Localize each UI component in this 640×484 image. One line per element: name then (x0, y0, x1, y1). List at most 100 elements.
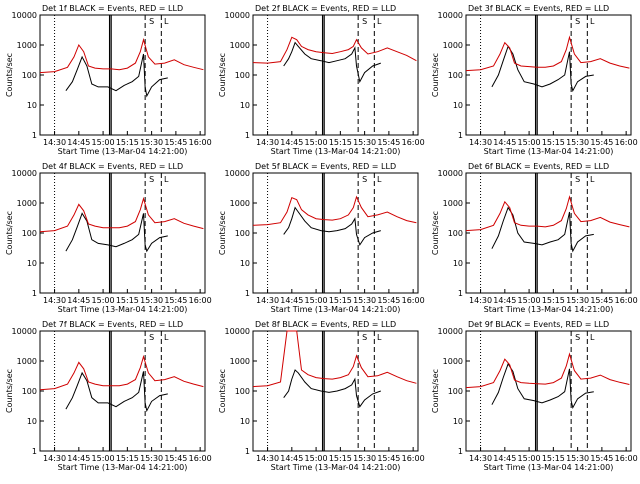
x-tick-label: 16:00 (615, 296, 638, 305)
x-tick-label: 14:45 (280, 138, 303, 147)
x-tick-label: 15:00 (518, 138, 541, 147)
y-axis-label: Counts/sec (431, 53, 440, 97)
x-tick-label: 14:30 (469, 138, 492, 147)
x-tick-label: 15:45 (377, 138, 400, 147)
events-series-line (283, 41, 381, 84)
y-tick-label: 100 (235, 387, 250, 396)
x-tick-label: 14:30 (43, 454, 66, 463)
marker-label: L (377, 175, 382, 184)
x-tick-label: 15:45 (377, 454, 400, 463)
x-tick-label: 15:15 (542, 138, 565, 147)
marker-label: L (164, 333, 169, 342)
x-tick-label: 16:00 (615, 138, 638, 147)
lld-series-line (252, 195, 417, 226)
y-tick-label: 10 (240, 259, 250, 268)
y-tick-label: 1 (458, 289, 463, 298)
x-tick-label: 15:45 (164, 138, 187, 147)
marker-label: S (149, 17, 154, 26)
y-tick-label: 10000 (225, 11, 250, 20)
y-axis-label: Counts/sec (218, 53, 227, 97)
plot-frame (39, 330, 206, 452)
y-tick-label: 1000 (230, 41, 250, 50)
y-tick-label: 10000 (438, 169, 463, 178)
events-series-line (491, 362, 594, 409)
x-tick-label: 16:00 (615, 454, 638, 463)
plot-frame (39, 172, 206, 294)
x-tick-label: 15:15 (329, 454, 352, 463)
chart-panel-8: Det 8f BLACK = Events, RED = LLD 1 10 100 10… (218, 320, 425, 472)
y-axis-label: Counts/sec (218, 211, 227, 255)
y-tick-label: 100 (235, 71, 250, 80)
y-tick-label: 100 (22, 229, 37, 238)
plot-frame (252, 172, 419, 294)
y-tick-label: 10000 (12, 169, 37, 178)
y-tick-label: 1 (245, 131, 250, 140)
y-tick-label: 1000 (443, 199, 463, 208)
y-tick-label: 100 (22, 71, 37, 80)
x-axis-label: Start Time (13-Mar-04 14:21:00) (58, 305, 188, 314)
x-tick-label: 15:45 (164, 454, 187, 463)
lld-series-line (252, 330, 417, 388)
y-tick-label: 1 (32, 131, 37, 140)
marker-label: L (590, 175, 595, 184)
y-tick-label: 1000 (443, 357, 463, 366)
marker-label: L (377, 17, 382, 26)
x-tick-label: 15:30 (140, 138, 163, 147)
y-tick-label: 1 (245, 447, 250, 456)
events-series-line (491, 206, 594, 253)
plot-frame (39, 14, 206, 136)
x-tick-label: 14:45 (67, 296, 90, 305)
events-series-line (65, 53, 168, 98)
x-tick-label: 16:00 (189, 454, 212, 463)
chart-panel-3: Det 3f BLACK = Events, RED = LLD 1 10 100 10… (431, 4, 638, 156)
plot-frame (465, 330, 632, 452)
y-tick-label: 10 (453, 417, 463, 426)
y-tick-label: 10000 (438, 11, 463, 20)
chart-title: Det 1f BLACK = Events, RED = LLD (42, 4, 183, 13)
y-tick-label: 10 (453, 101, 463, 110)
y-tick-label: 1000 (17, 41, 37, 50)
x-tick-label: 14:30 (469, 296, 492, 305)
x-axis-label: Start Time (13-Mar-04 14:21:00) (271, 147, 401, 156)
chart-title: Det 7f BLACK = Events, RED = LLD (42, 320, 183, 329)
x-tick-label: 15:00 (92, 454, 115, 463)
events-series-line (283, 369, 381, 408)
x-tick-label: 15:00 (92, 296, 115, 305)
marker-label: S (149, 175, 154, 184)
y-tick-label: 10000 (12, 11, 37, 20)
y-tick-label: 10000 (225, 169, 250, 178)
x-tick-label: 14:30 (256, 454, 279, 463)
chart-title: Det 5f BLACK = Events, RED = LLD (255, 162, 396, 171)
marker-label: L (164, 175, 169, 184)
x-tick-label: 16:00 (402, 454, 425, 463)
x-tick-label: 14:30 (256, 138, 279, 147)
y-tick-label: 10 (240, 417, 250, 426)
x-tick-label: 15:15 (329, 296, 352, 305)
marker-label: S (575, 333, 580, 342)
x-tick-label: 15:15 (542, 454, 565, 463)
x-tick-label: 14:45 (493, 138, 516, 147)
x-tick-label: 16:00 (402, 296, 425, 305)
x-tick-label: 16:00 (189, 296, 212, 305)
y-tick-label: 10000 (12, 327, 37, 336)
marker-label: L (590, 333, 595, 342)
plot-frame (252, 14, 419, 136)
y-tick-label: 100 (22, 387, 37, 396)
y-tick-label: 1 (32, 289, 37, 298)
y-tick-label: 10 (27, 101, 37, 110)
y-tick-label: 1000 (230, 357, 250, 366)
events-series-line (65, 212, 168, 253)
y-tick-label: 1 (32, 447, 37, 456)
x-tick-label: 14:45 (493, 454, 516, 463)
x-axis-label: Start Time (13-Mar-04 14:21:00) (58, 463, 188, 472)
x-tick-label: 15:30 (566, 454, 589, 463)
chart-title: Det 8f BLACK = Events, RED = LLD (255, 320, 396, 329)
x-tick-label: 14:45 (493, 296, 516, 305)
x-tick-label: 15:45 (590, 296, 613, 305)
y-tick-label: 10000 (438, 327, 463, 336)
y-tick-label: 1 (458, 447, 463, 456)
y-tick-label: 100 (448, 229, 463, 238)
x-tick-label: 15:00 (518, 296, 541, 305)
